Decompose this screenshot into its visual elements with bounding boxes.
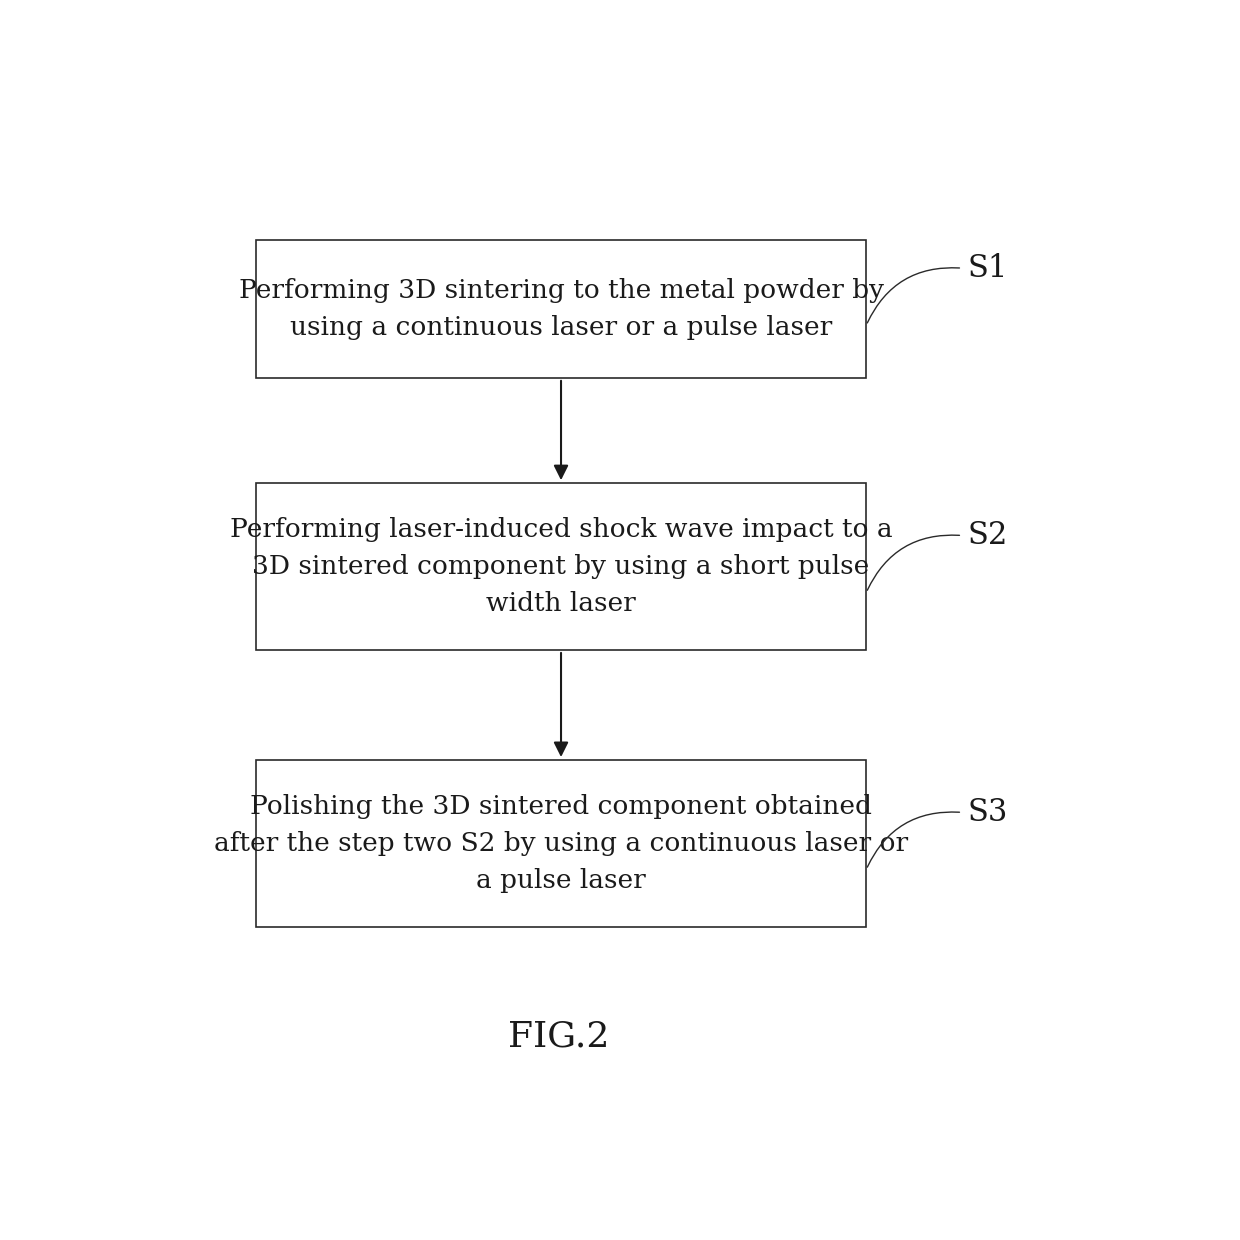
Text: S2: S2	[967, 520, 1007, 551]
Text: Performing 3D sintering to the metal powder by
using a continuous laser or a pul: Performing 3D sintering to the metal pow…	[238, 278, 884, 340]
Text: S3: S3	[967, 797, 1007, 828]
Bar	[255, 760, 866, 928]
Text: S1: S1	[967, 253, 1007, 284]
Bar	[255, 239, 866, 378]
Text: Polishing the 3D sintered component obtained
after the step two S2 by using a co: Polishing the 3D sintered component obta…	[215, 794, 908, 893]
Bar	[255, 484, 866, 650]
Text: FIG.2: FIG.2	[508, 1019, 609, 1054]
Text: Performing laser-induced shock wave impact to a
3D sintered component by using a: Performing laser-induced shock wave impa…	[229, 517, 893, 616]
